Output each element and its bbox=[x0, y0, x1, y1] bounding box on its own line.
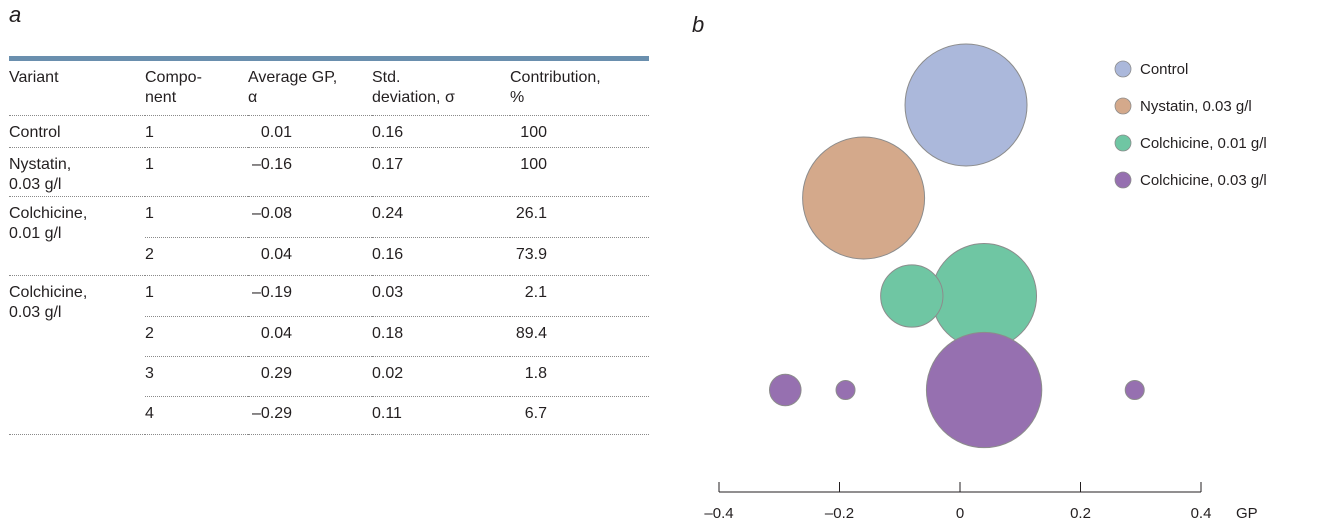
cell-std-deviation: 0.18 bbox=[372, 325, 404, 342]
cell-component: 3 bbox=[145, 365, 154, 382]
cell-std-deviation: 0.02 bbox=[372, 365, 404, 382]
bubble bbox=[802, 136, 926, 260]
bubble bbox=[768, 373, 802, 407]
cell-average-gp: 0.29 bbox=[260, 365, 292, 382]
header-variant: Variant bbox=[9, 69, 59, 86]
cell-component: 1 bbox=[145, 124, 154, 141]
table-row: 4 –0.29 0.11 6.7 bbox=[9, 397, 649, 435]
table-row: Control 1 0.01 0.16 100 bbox=[9, 115, 649, 148]
table-row: Colchicine, 0.03 g/l 1 –0.19 0.03 2.1 bbox=[9, 275, 649, 435]
cell-average-gp: 0.04 bbox=[260, 246, 292, 263]
table-top-rule bbox=[9, 56, 649, 61]
cell-std-deviation: 0.17 bbox=[372, 156, 404, 173]
bubble bbox=[880, 264, 944, 328]
cell-variant: Colchicine, 0.03 g/l bbox=[9, 275, 145, 435]
x-tick-label: 0.4 bbox=[1191, 505, 1212, 521]
table-row: Colchicine, 0.01 g/l 1 –0.08 0.24 26.1 bbox=[9, 196, 649, 276]
legend-label: Colchicine, 0.03 g/l bbox=[1140, 172, 1267, 189]
table-header-row: Variant Compo-nent Average GP, α Std. devi… bbox=[9, 61, 649, 116]
cell-component: 1 bbox=[145, 156, 154, 173]
table-body: Control 1 0.01 0.16 100 Nystatin, 0.03 g/l 1 –0.… bbox=[9, 115, 649, 435]
table-row: 2 0.04 0.18 89.4 bbox=[9, 317, 649, 357]
cell-contribution: 1.8 bbox=[524, 365, 547, 382]
x-tick-label: –0.2 bbox=[825, 505, 854, 521]
cell-std-deviation: 0.24 bbox=[372, 205, 404, 222]
cell-contribution: 26.1 bbox=[515, 205, 547, 222]
cell-contribution: 89.4 bbox=[515, 325, 547, 342]
legend-label: Colchicine, 0.01 g/l bbox=[1140, 135, 1267, 152]
cell-contribution: 73.9 bbox=[515, 246, 547, 263]
cell-contribution: 6.7 bbox=[524, 405, 547, 422]
cell-average-gp: 0.01 bbox=[260, 124, 292, 141]
cell-component: 2 bbox=[145, 325, 154, 342]
table-row: 3 0.29 0.02 1.8 bbox=[9, 357, 649, 397]
legend-swatch bbox=[1114, 60, 1132, 78]
cell-contribution: 100 bbox=[520, 156, 547, 173]
cell-std-deviation: 0.16 bbox=[372, 124, 404, 141]
header-contribution: Contribution,% bbox=[510, 69, 601, 106]
results-table: Variant Compo-nent Average GP, α Std. devi… bbox=[9, 61, 649, 435]
x-tick-label: 0.2 bbox=[1070, 505, 1091, 521]
legend-swatch bbox=[1114, 134, 1132, 152]
bubble bbox=[931, 243, 1038, 349]
panel-a-label: a bbox=[9, 2, 22, 27]
header-component: Compo-nent bbox=[145, 69, 202, 106]
cell-variant: Colchicine, 0.01 g/l bbox=[9, 196, 145, 276]
cell-variant: Control bbox=[9, 115, 145, 148]
results-table-panel: Variant Compo-nent Average GP, α Std. devi… bbox=[9, 56, 649, 435]
cell-contribution: 100 bbox=[520, 124, 547, 141]
cell-std-deviation: 0.03 bbox=[372, 284, 404, 301]
header-average-gp: Average GP, α bbox=[248, 69, 338, 106]
bubble bbox=[835, 380, 856, 400]
x-axis-label: GP bbox=[1236, 505, 1258, 521]
cell-component: 1 bbox=[145, 205, 154, 222]
bubble bbox=[925, 331, 1043, 449]
cell-component: 2 bbox=[145, 246, 154, 263]
legend-swatch bbox=[1114, 97, 1132, 115]
header-std-deviation: Std. deviation, σ bbox=[372, 69, 455, 106]
table-row: Nystatin, 0.03 g/l 1 –0.16 0.17 100 bbox=[9, 147, 649, 197]
cell-average-gp: –0.19 bbox=[251, 284, 292, 301]
cell-component: 4 bbox=[145, 405, 154, 422]
x-tick-label: 0 bbox=[956, 505, 964, 521]
bubble bbox=[904, 43, 1028, 167]
legend-label: Nystatin, 0.03 g/l bbox=[1140, 98, 1252, 115]
cell-std-deviation: 0.11 bbox=[372, 405, 402, 422]
cell-average-gp: –0.16 bbox=[251, 156, 292, 173]
cell-variant: Nystatin, 0.03 g/l bbox=[9, 147, 145, 197]
cell-contribution: 2.1 bbox=[524, 284, 547, 301]
cell-average-gp: 0.04 bbox=[260, 325, 292, 342]
bubble bbox=[1124, 380, 1145, 400]
cell-average-gp: –0.29 bbox=[251, 405, 292, 422]
cell-component: 1 bbox=[145, 284, 154, 301]
table-row: 2 0.04 0.16 73.9 bbox=[9, 238, 649, 276]
legend-label: Control bbox=[1140, 61, 1188, 78]
cell-average-gp: –0.08 bbox=[251, 205, 292, 222]
legend-swatch bbox=[1114, 171, 1132, 189]
x-tick-label: –0.4 bbox=[704, 505, 733, 521]
cell-std-deviation: 0.16 bbox=[372, 246, 404, 263]
panel-b-label: b bbox=[692, 12, 705, 37]
